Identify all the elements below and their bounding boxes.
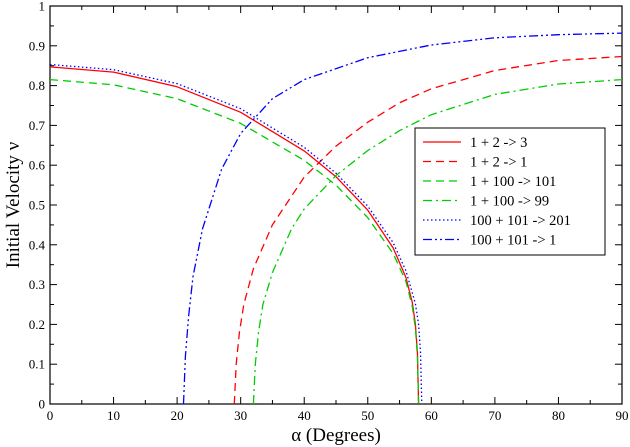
x-tick-label: 30 [234,408,247,423]
y-tick-label: 0.7 [29,118,46,133]
y-tick-label: 0.9 [29,38,45,53]
y-tick-label: 0 [39,397,46,412]
y-tick-label: 0.1 [29,357,45,372]
legend-label: 1 + 2 -> 1 [470,155,527,171]
y-axis-title: Initial Velocity ν [3,141,24,268]
y-tick-label: 1 [39,0,46,14]
x-axis-title: α (Degrees) [291,425,381,446]
legend: 1 + 2 -> 3 1 + 2 -> 1 1 + 100 -> 101 1 + 10… [414,127,606,256]
series-line [50,63,423,404]
x-tick-label: 0 [47,408,54,423]
series-line [50,66,420,404]
series-line [182,32,622,404]
x-tick-label: 60 [425,408,438,423]
x-tick-label: 90 [616,408,629,423]
x-tick-label: 70 [488,408,501,423]
series-line [252,78,622,404]
y-tick-label: 0.2 [29,317,45,332]
x-tick-label: 80 [552,408,565,423]
x-tick-label: 20 [171,408,184,423]
y-tick-label: 0.3 [29,277,45,292]
x-tick-label: 50 [361,408,374,423]
y-tick-label: 0.4 [29,237,46,252]
y-tick-label: 0.5 [29,198,45,213]
legend-box [414,127,606,256]
y-tick-label: 0.8 [29,78,45,93]
legend-label: 1 + 100 -> 101 [470,174,556,190]
legend-label: 1 + 100 -> 99 [470,194,549,210]
x-tick-label: 10 [107,408,120,423]
x-axis: 0 10 20 30 40 50 60 70 80 90 [47,6,629,423]
legend-label: 100 + 101 -> 201 [470,213,571,229]
y-tick-label: 0.6 [29,158,46,173]
legend-label: 100 + 101 -> 1 [470,233,556,249]
legend-label: 1 + 2 -> 3 [470,135,527,151]
series-line [233,55,622,404]
y-axis: 0 0.1 0.2 0.3 0.4 0.5 0.6 0.7 0.8 0.9 1 [29,0,622,412]
series-line [50,78,420,404]
x-tick-label: 40 [298,408,311,423]
